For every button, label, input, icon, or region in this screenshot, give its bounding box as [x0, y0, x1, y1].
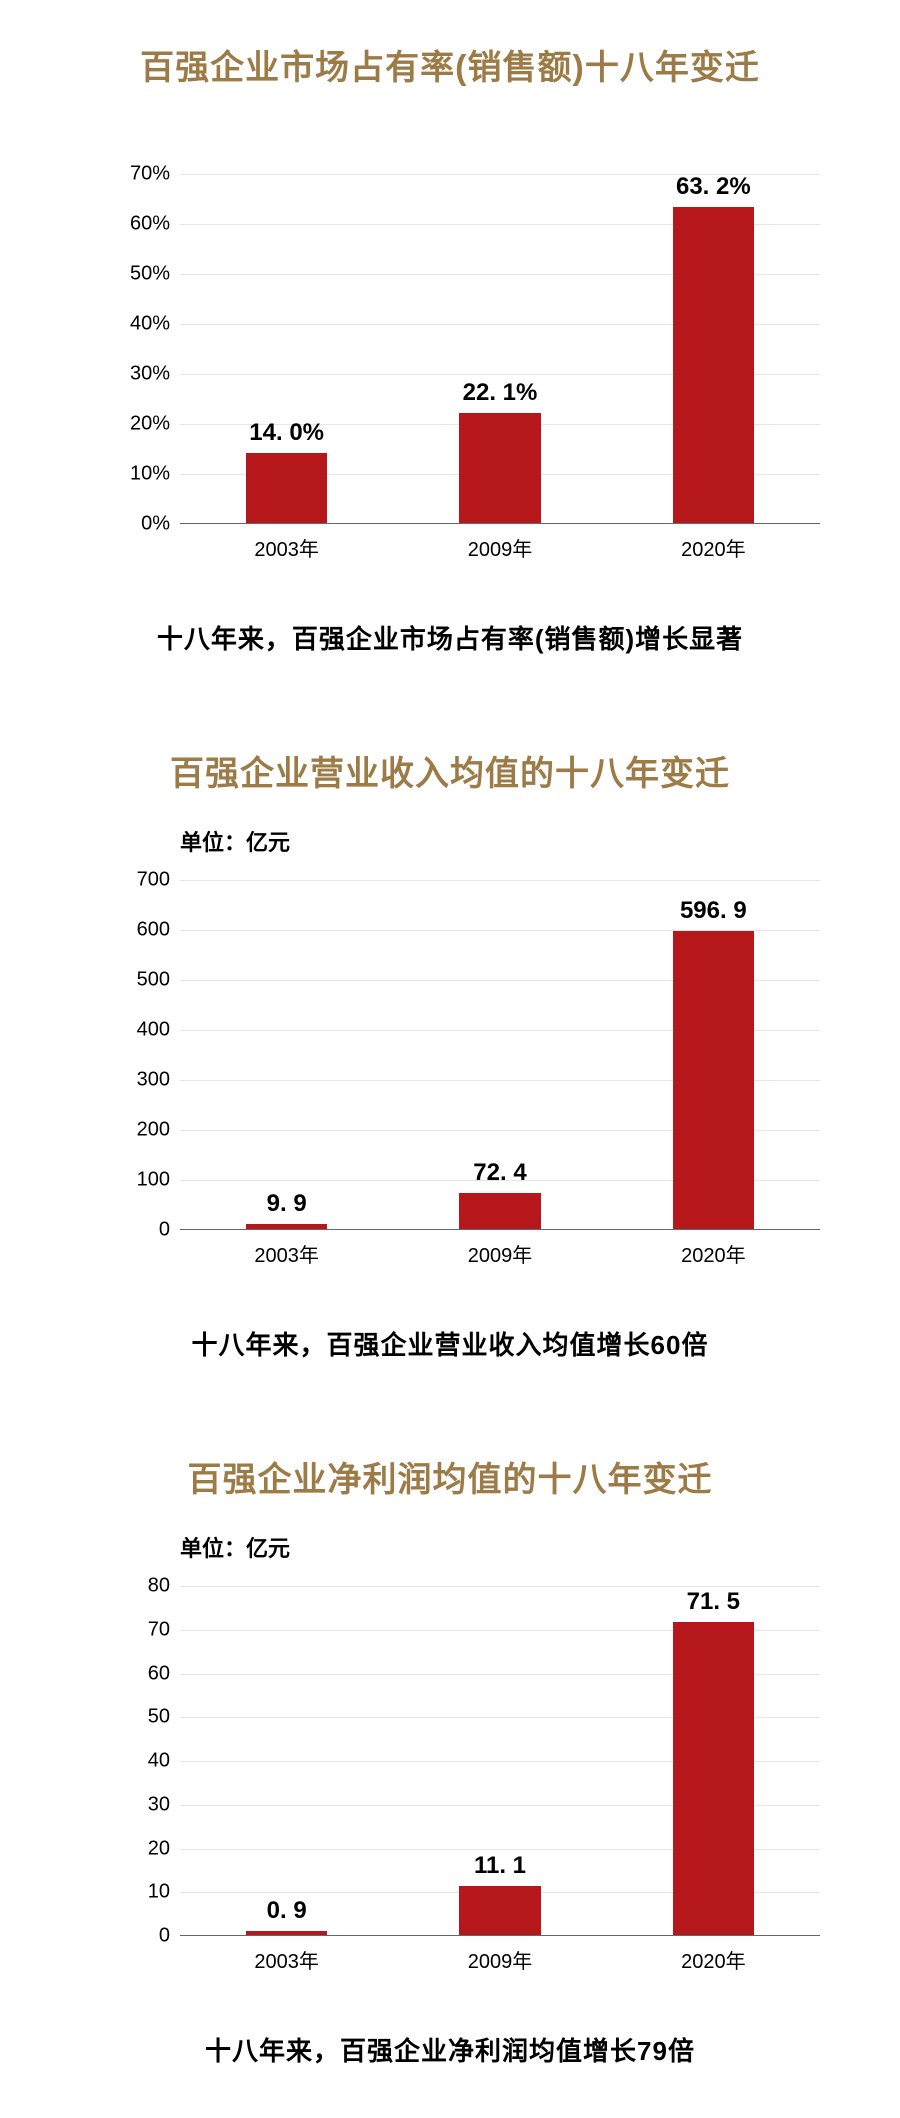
bar: 63. 2%: [673, 207, 754, 523]
bar: 11. 1: [459, 1886, 540, 1935]
xtick-label: 2020年: [681, 523, 746, 562]
unit-label: 单位：亿元: [180, 825, 290, 857]
unit-label: 单位：亿元: [180, 1531, 290, 1563]
ytick-label: 80: [148, 1575, 180, 1598]
ytick-label: 70: [148, 1618, 180, 1641]
chart: 单位：亿元010203040506070800. 92003年11. 12009…: [50, 1531, 850, 1976]
bar: 596. 9: [673, 931, 754, 1229]
bar-value-label: 596. 9: [680, 897, 747, 931]
bar-value-label: 63. 2%: [676, 173, 751, 207]
ytick-label: 20%: [130, 413, 180, 436]
xtick-label: 2003年: [254, 523, 319, 562]
bar: 14. 0%: [246, 453, 327, 523]
ytick-label: 400: [137, 1019, 180, 1042]
ytick-label: 40%: [130, 313, 180, 336]
bar-value-label: 11. 1: [474, 1852, 526, 1886]
bar: 71. 5: [673, 1622, 754, 1935]
chart-title: 百强企业市场占有率(销售额)十八年变迁: [50, 40, 850, 89]
chart-caption: 十八年来，百强企业净利润均值增长79倍: [50, 2031, 850, 2068]
ytick-label: 300: [137, 1069, 180, 1092]
xtick-label: 2003年: [254, 1229, 319, 1268]
bar-value-label: 71. 5: [687, 1588, 740, 1622]
xtick-label: 2020年: [681, 1935, 746, 1974]
bar-value-label: 9. 9: [267, 1190, 307, 1224]
xtick-label: 2003年: [254, 1935, 319, 1974]
ytick-label: 10%: [130, 463, 180, 486]
plot-area: 01002003004005006007009. 92003年72. 42009…: [180, 880, 820, 1230]
gridline: [180, 880, 820, 881]
ytick-label: 200: [137, 1119, 180, 1142]
plot-area: 0%10%20%30%40%50%60%70%14. 0%2003年22. 1%…: [180, 174, 820, 524]
ytick-label: 700: [137, 869, 180, 892]
plot-area: 010203040506070800. 92003年11. 12009年71. …: [180, 1586, 820, 1936]
bar-value-label: 0. 9: [267, 1897, 307, 1931]
chart-caption: 十八年来，百强企业市场占有率(销售额)增长显著: [50, 619, 850, 656]
bar-value-label: 14. 0%: [249, 419, 324, 453]
xtick-label: 2009年: [468, 523, 533, 562]
chart-title: 百强企业净利润均值的十八年变迁: [50, 1452, 850, 1501]
gridline: [180, 1586, 820, 1587]
ytick-label: 100: [137, 1169, 180, 1192]
chart-panel-2: 百强企业净利润均值的十八年变迁单位：亿元010203040506070800. …: [0, 1412, 900, 2118]
ytick-label: 0: [159, 1925, 180, 1948]
ytick-label: 40: [148, 1750, 180, 1773]
ytick-label: 10: [148, 1881, 180, 1904]
xtick-label: 2009年: [468, 1935, 533, 1974]
ytick-label: 20: [148, 1837, 180, 1860]
ytick-label: 70%: [130, 163, 180, 186]
ytick-label: 0: [159, 1219, 180, 1242]
bar-value-label: 22. 1%: [463, 379, 538, 413]
chart-title: 百强企业营业收入均值的十八年变迁: [50, 746, 850, 795]
ytick-label: 60%: [130, 213, 180, 236]
chart-panel-1: 百强企业营业收入均值的十八年变迁单位：亿元0100200300400500600…: [0, 706, 900, 1412]
chart: 0%10%20%30%40%50%60%70%14. 0%2003年22. 1%…: [50, 119, 850, 564]
ytick-label: 50%: [130, 263, 180, 286]
ytick-label: 60: [148, 1662, 180, 1685]
bar: 72. 4: [459, 1193, 540, 1229]
xtick-label: 2020年: [681, 1229, 746, 1268]
ytick-label: 600: [137, 919, 180, 942]
ytick-label: 30: [148, 1793, 180, 1816]
bar-value-label: 72. 4: [473, 1159, 526, 1193]
bar: 22. 1%: [459, 413, 540, 524]
ytick-label: 0%: [141, 513, 180, 536]
chart-panel-0: 百强企业市场占有率(销售额)十八年变迁0%10%20%30%40%50%60%7…: [0, 0, 900, 706]
ytick-label: 500: [137, 969, 180, 992]
chart: 单位：亿元01002003004005006007009. 92003年72. …: [50, 825, 850, 1270]
xtick-label: 2009年: [468, 1229, 533, 1268]
chart-caption: 十八年来，百强企业营业收入均值增长60倍: [50, 1325, 850, 1362]
ytick-label: 50: [148, 1706, 180, 1729]
ytick-label: 30%: [130, 363, 180, 386]
